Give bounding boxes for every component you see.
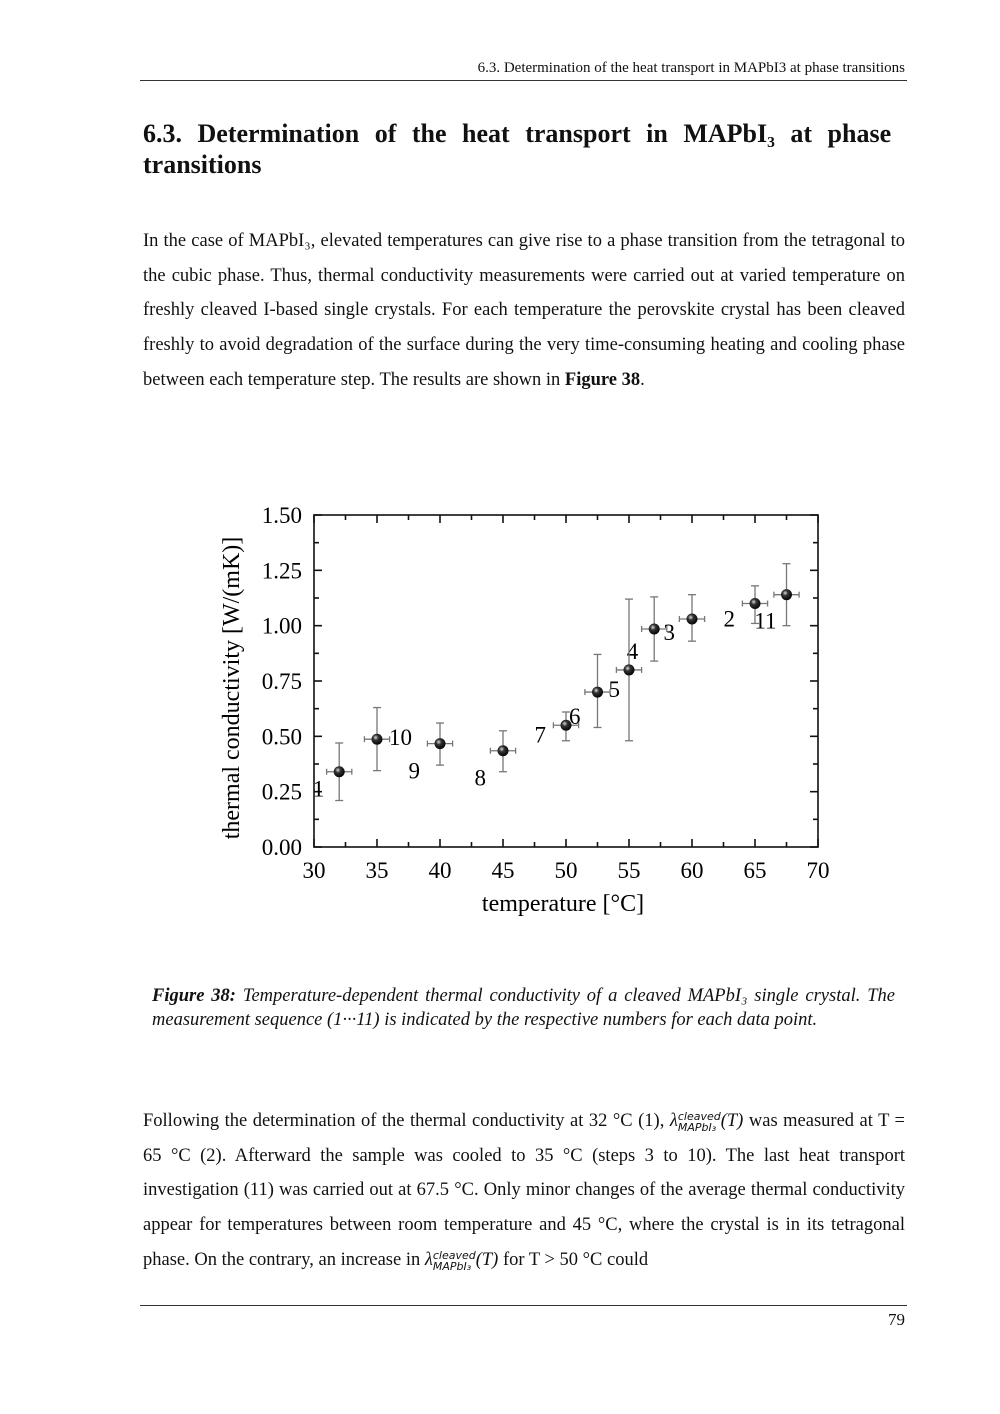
x-tick-label: 60 bbox=[681, 858, 704, 883]
y-axis-label: thermal conductivity [W/(mK)] bbox=[219, 537, 245, 840]
lambda-sup: cleaved bbox=[677, 1109, 721, 1123]
para-text-3: for T > 50 °C could bbox=[498, 1249, 649, 1270]
data-point-8: 8 bbox=[475, 730, 517, 791]
x-tick-label: 65 bbox=[744, 858, 767, 883]
intro-paragraph: In the case of MAPbI₃, elevated temperat… bbox=[143, 224, 905, 398]
data-marker bbox=[648, 623, 660, 635]
x-tick-label: 30 bbox=[303, 858, 326, 883]
header-rule bbox=[140, 80, 907, 81]
data-marker bbox=[686, 613, 698, 625]
y-tick-label: 1.00 bbox=[262, 614, 302, 639]
data-point-7: 7 bbox=[535, 711, 580, 747]
lambda-symbol-2: λ cleaved MAPbI₃ (T) bbox=[425, 1243, 499, 1278]
data-point-label: 2 bbox=[724, 607, 736, 632]
data-point-label: 7 bbox=[535, 722, 547, 747]
lambda: λ bbox=[424, 1249, 433, 1270]
para-text: In the case of MAPbI₃, elevated temperat… bbox=[143, 231, 905, 390]
lambda-arg: (T) bbox=[720, 1111, 744, 1131]
data-point-5: 5 bbox=[609, 598, 643, 742]
data-marker bbox=[623, 664, 635, 676]
data-point-9: 9 bbox=[409, 722, 454, 784]
plot-frame bbox=[313, 514, 819, 848]
lambda-symbol-1: λ cleaved MAPbI₃ (T) bbox=[670, 1104, 744, 1139]
caption-text: Temperature-dependent thermal conductivi… bbox=[152, 986, 895, 1030]
y-tick-label: 0.75 bbox=[262, 669, 302, 694]
data-point-label: 5 bbox=[609, 677, 621, 702]
data-point-label: 10 bbox=[389, 725, 412, 750]
tick-labels: 30 35 40 45 50 55 60 65 700.000.250.500.751.001.… bbox=[262, 503, 830, 883]
data-point-label: 4 bbox=[627, 639, 639, 664]
data-marker bbox=[333, 766, 345, 778]
y-tick-label: 0.00 bbox=[262, 835, 302, 860]
title-text: 6.3. Determination of the heat transport… bbox=[143, 119, 892, 148]
figure-reference[interactable]: Figure 38 bbox=[564, 369, 641, 390]
y-tick-label: 1.25 bbox=[262, 558, 302, 583]
lambda-sup: cleaved bbox=[432, 1248, 476, 1262]
para-text-2: was measured at T = 65 °C (2). Afterward… bbox=[143, 1111, 905, 1270]
figure-caption: Figure 38: Temperature-dependent thermal… bbox=[152, 984, 895, 1032]
axis-ticks bbox=[313, 514, 819, 848]
lambda-sub: MAPbI₃ bbox=[432, 1259, 472, 1273]
lambda: λ bbox=[669, 1111, 678, 1131]
data-marker bbox=[434, 738, 446, 750]
data-marker bbox=[781, 589, 792, 601]
data-marker bbox=[497, 745, 509, 757]
x-tick-label: 45 bbox=[492, 858, 515, 883]
data-marker bbox=[560, 719, 572, 731]
x-tick-label: 35 bbox=[366, 858, 389, 883]
x-tick-label: 50 bbox=[555, 858, 578, 883]
figure-38-chart: 30 35 40 45 50 55 60 65 700.000.250.500.751.001.… bbox=[219, 503, 830, 917]
x-tick-label: 70 bbox=[807, 858, 830, 883]
data-point-10: 10 bbox=[363, 706, 412, 772]
page-number: 79 bbox=[888, 1310, 905, 1329]
data-point-4: 4 bbox=[627, 596, 668, 664]
data-point-label: 3 bbox=[664, 620, 676, 645]
data-marker bbox=[592, 686, 603, 698]
data-marker bbox=[749, 598, 761, 610]
y-tick-label: 1.50 bbox=[262, 503, 302, 528]
data-point-3: 3 bbox=[664, 594, 706, 645]
results-paragraph: Following the determination of the therm… bbox=[143, 1104, 905, 1278]
data-point-label: 11 bbox=[754, 609, 776, 634]
caption-label: Figure 38: bbox=[152, 986, 236, 1006]
data-marks: 1 2 345 67 8 9 10 11 bbox=[313, 563, 800, 802]
data-point-label: 1 bbox=[313, 777, 325, 802]
data-point-2: 2 bbox=[724, 585, 769, 632]
lambda-arg: (T) bbox=[475, 1249, 499, 1270]
data-point-1: 1 bbox=[313, 742, 353, 802]
para-text-1: Following the determination of the therm… bbox=[143, 1111, 670, 1131]
data-point-label: 8 bbox=[475, 766, 487, 791]
y-tick-label: 0.25 bbox=[262, 780, 302, 805]
x-tick-label: 40 bbox=[429, 858, 452, 883]
running-header: 6.3. Determination of the heat transport… bbox=[477, 60, 905, 76]
data-marker bbox=[371, 733, 383, 745]
para-text-end: . bbox=[640, 369, 645, 390]
data-point-6: 6 bbox=[569, 653, 611, 729]
data-point-11: 11 bbox=[754, 563, 800, 634]
y-tick-label: 0.50 bbox=[262, 724, 302, 749]
lambda-sub: MAPbI₃ bbox=[677, 1120, 717, 1134]
data-point-label: 6 bbox=[569, 704, 581, 729]
section-title-line2: transitions bbox=[143, 150, 262, 179]
x-tick-label: 55 bbox=[618, 858, 641, 883]
footer-rule bbox=[140, 1305, 907, 1306]
section-title-line1: 6.3. Determination of the heat transport… bbox=[143, 118, 905, 149]
section-title: 6.3. Determination of the heat transport… bbox=[143, 118, 905, 180]
data-point-label: 9 bbox=[409, 759, 421, 784]
x-axis-label: temperature [°C] bbox=[482, 891, 644, 917]
